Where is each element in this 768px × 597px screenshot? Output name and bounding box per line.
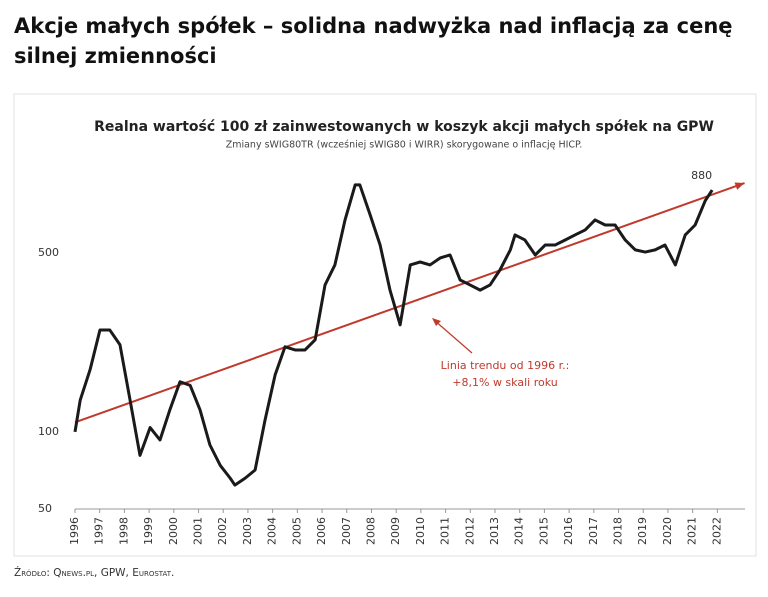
x-tick-label: 2003: [241, 517, 254, 545]
x-tick-label: 2017: [587, 517, 600, 545]
chart-title: Realna wartość 100 zł zainwestowanych w …: [94, 119, 714, 135]
annotation: Linia trendu od 1996 r.:: [441, 359, 570, 372]
x-tick-label: 2011: [439, 517, 452, 545]
header-title: Akcje małych spółek – solidna nadwyżka n…: [14, 14, 733, 38]
x-tick-label: 2000: [167, 517, 180, 545]
x-tick-label: 2007: [340, 517, 353, 545]
line-series: [73, 183, 714, 487]
x-tick-label: 2010: [414, 517, 427, 545]
x-tick-label: 2006: [315, 517, 328, 545]
chart-subtitle: Zmiany sWIG80TR (wcześniej sWIG80 i WIRR…: [226, 140, 583, 151]
x-tick-label: 1999: [142, 517, 155, 545]
annotation-arrow: [433, 319, 473, 354]
trend-arrowhead: [734, 182, 745, 190]
x-tick-label: 2022: [710, 517, 723, 545]
trend-line: [74, 182, 745, 424]
x-tick-label: 2013: [488, 517, 501, 545]
chart-frame: [13, 93, 757, 557]
x-tick-label: 2008: [364, 517, 377, 545]
x-tick-label: 2004: [266, 517, 279, 545]
x-tick-label: 2015: [537, 517, 550, 545]
source: Źródło: Qnews.pl, GPW, Eurostat.: [14, 566, 174, 579]
x-tick-label: 2012: [463, 517, 476, 545]
x-tick-label: 2014: [513, 517, 526, 545]
x-tick-label: 2002: [216, 517, 229, 545]
end-value-label: 880: [691, 169, 712, 182]
x-tick-label: 2020: [661, 517, 674, 545]
x-tick-label: 1998: [117, 517, 130, 545]
x-tick-label: 2019: [636, 517, 649, 545]
x-tick-label: 1996: [68, 517, 81, 545]
y-tick-label: 500: [38, 246, 59, 259]
annotation-arrowhead: [432, 318, 441, 326]
x-tick-label: 1997: [93, 517, 106, 545]
y-tick-label: 50: [38, 502, 52, 515]
x-tick-label: 2018: [612, 517, 625, 545]
x-tick-label: 2005: [290, 517, 303, 545]
x-tick-label: 2016: [562, 517, 575, 545]
header-title: silnej zmienności: [14, 44, 217, 68]
x-tick-label: 2001: [192, 517, 205, 545]
x-tick-label: 2009: [389, 517, 402, 545]
y-tick-label: 100: [38, 425, 59, 438]
x-tick-label: 2021: [686, 517, 699, 545]
annotation: +8,1% w skali roku: [452, 376, 557, 389]
